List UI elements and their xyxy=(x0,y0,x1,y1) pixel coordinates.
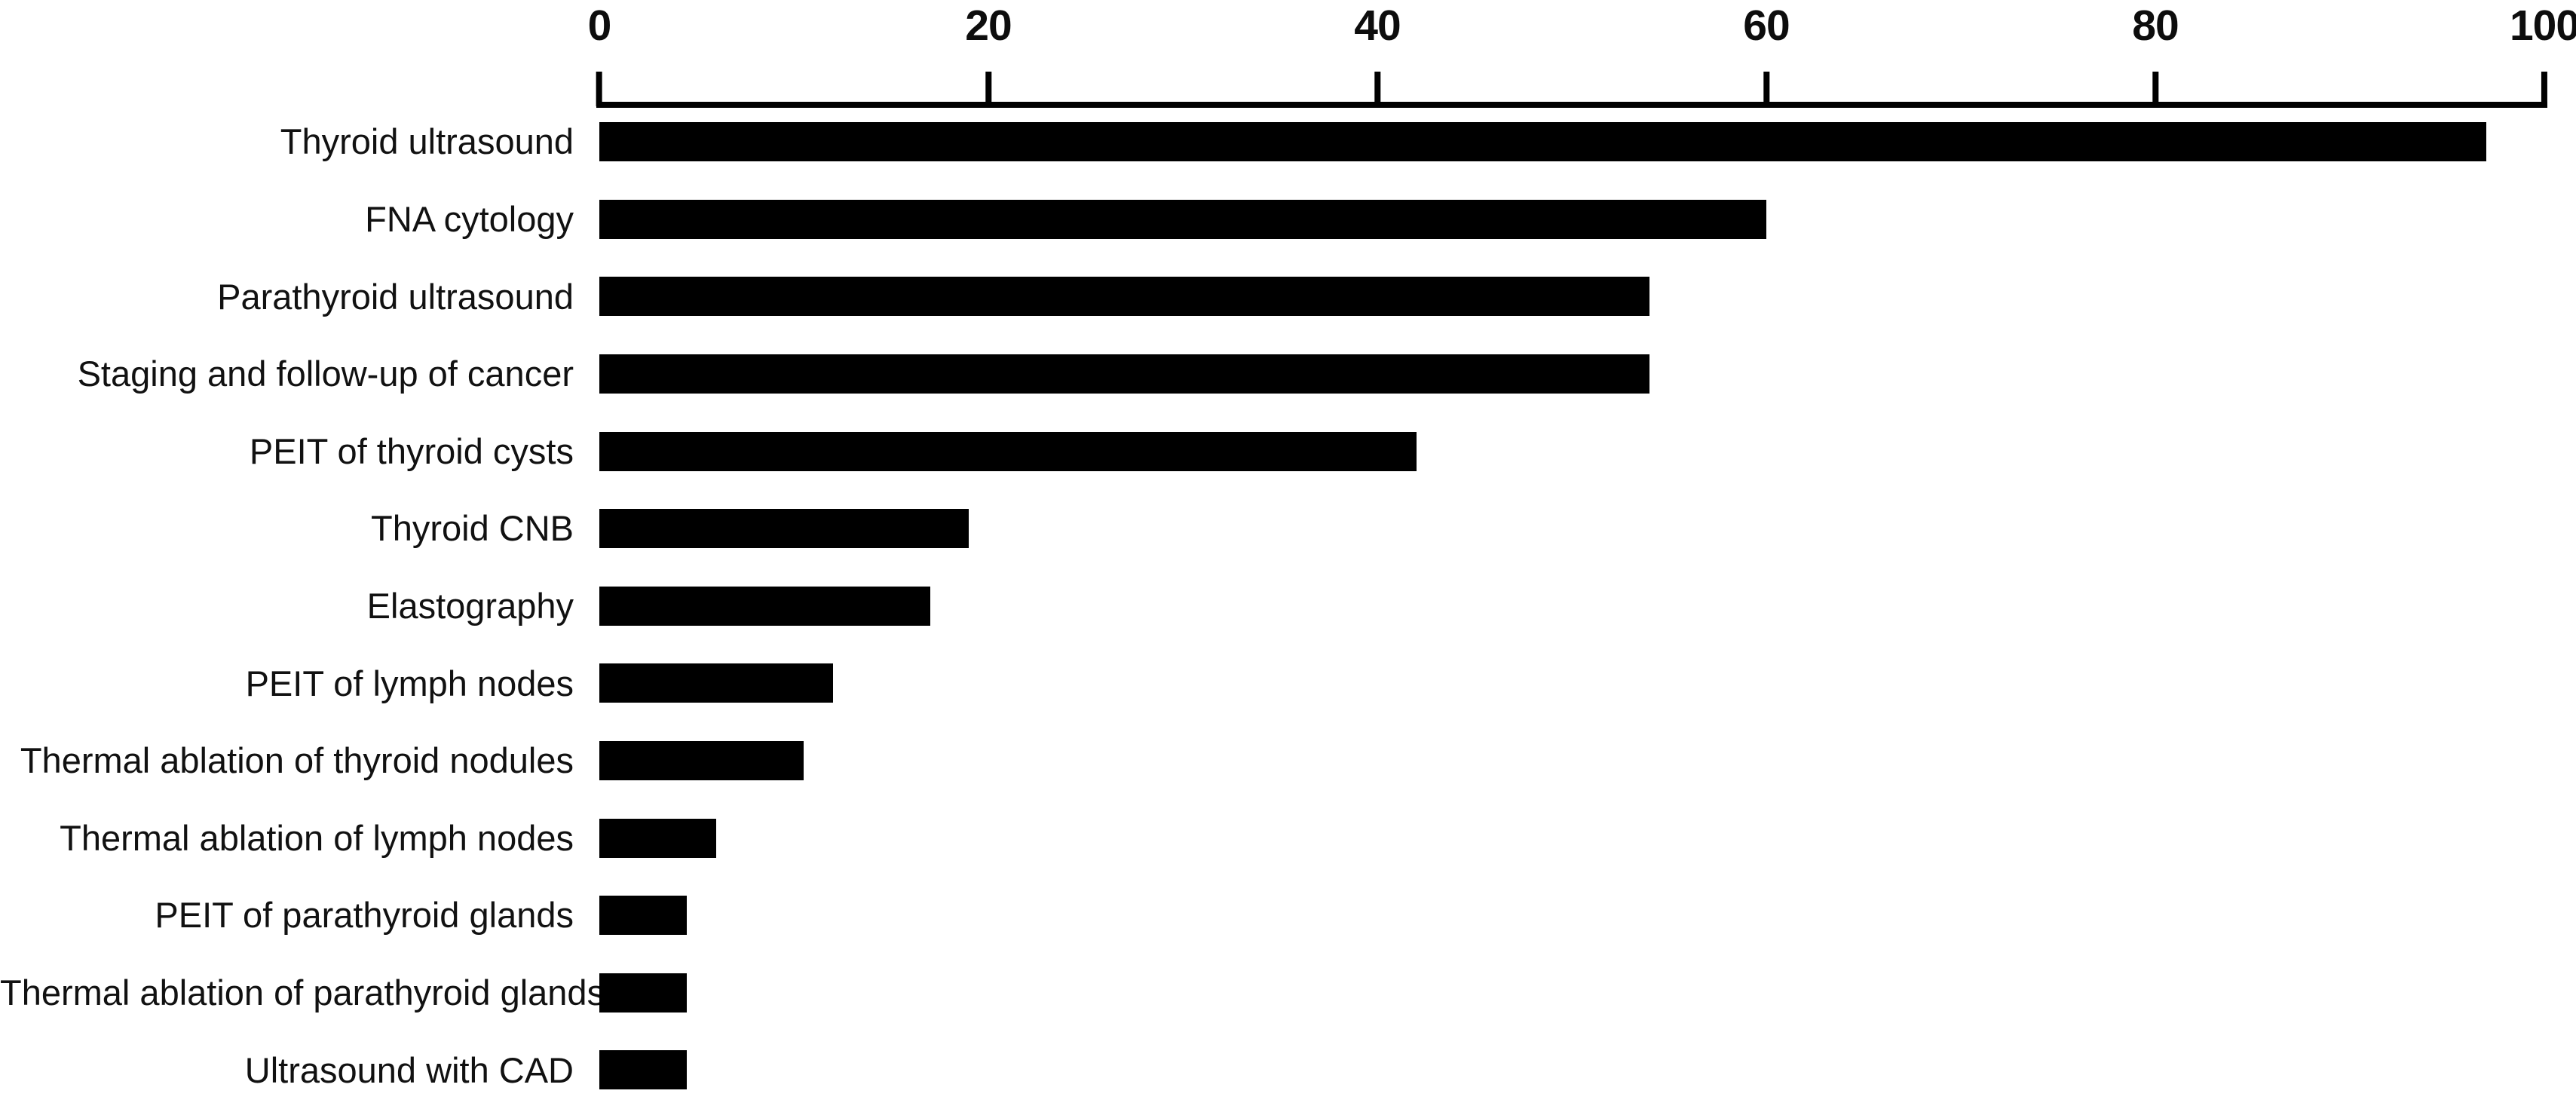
chart-row: Staging and follow-up of cancer xyxy=(0,335,2576,413)
category-label: Thermal ablation of lymph nodes xyxy=(60,817,574,858)
bar xyxy=(599,663,833,703)
x-axis-tick-mark xyxy=(2541,72,2547,106)
x-axis-tick-label: 40 xyxy=(1354,2,1401,50)
x-axis-tick-mark xyxy=(1374,72,1380,106)
bar-area xyxy=(599,799,2544,877)
x-axis-tick: 40 xyxy=(1354,0,1401,106)
bar xyxy=(599,896,688,936)
category-label: Staging and follow-up of cancer xyxy=(77,354,574,394)
x-axis-tick: 20 xyxy=(965,0,1012,106)
chart-row: Thermal ablation of parathyroid glands xyxy=(0,954,2576,1032)
bar-area xyxy=(599,722,2544,800)
x-axis-tick-label: 20 xyxy=(965,2,1012,50)
category-label: Parathyroid ultrasound xyxy=(217,276,574,317)
chart-row: PEIT of thyroid cysts xyxy=(0,412,2576,490)
bar xyxy=(599,509,969,549)
chart-row: PEIT of parathyroid glands xyxy=(0,877,2576,954)
category-label: Thyroid CNB xyxy=(370,508,574,549)
bar xyxy=(599,122,2486,162)
bar-area xyxy=(599,412,2544,490)
category-label: FNA cytology xyxy=(365,199,574,240)
bar-area xyxy=(599,645,2544,722)
x-axis-tick-mark xyxy=(1763,72,1769,106)
bar xyxy=(599,973,688,1012)
x-axis-tick-label: 60 xyxy=(1743,2,1790,50)
bar-area xyxy=(599,335,2544,413)
bar xyxy=(599,1050,688,1090)
bar xyxy=(599,741,804,781)
bar xyxy=(599,354,1650,394)
x-axis-tick: 0 xyxy=(588,0,611,106)
x-axis-tick: 60 xyxy=(1743,0,1790,106)
x-axis-tick-label: 80 xyxy=(2132,2,2179,50)
bar-area xyxy=(599,1031,2544,1109)
bar-area xyxy=(599,103,2544,181)
category-label: Thyroid ultrasound xyxy=(280,121,574,162)
chart-row: Thyroid ultrasound xyxy=(0,103,2576,181)
chart-row: Thermal ablation of lymph nodes xyxy=(0,799,2576,877)
x-axis-tick: 80 xyxy=(2132,0,2179,106)
category-label: PEIT of lymph nodes xyxy=(245,663,574,703)
chart-row: Elastography xyxy=(0,568,2576,645)
bar xyxy=(599,199,1766,239)
x-axis-tick: 100 xyxy=(2510,0,2576,106)
x-axis-tick-mark xyxy=(985,72,991,106)
x-axis-tick-label: 100 xyxy=(2509,2,2576,50)
chart-rows: Thyroid ultrasound FNA cytology Parathyr… xyxy=(0,103,2576,1109)
bar-area xyxy=(599,954,2544,1032)
x-axis-line xyxy=(596,102,2547,108)
x-axis-tick-mark xyxy=(596,72,602,106)
bar-area xyxy=(599,568,2544,645)
category-label: Thermal ablation of thyroid nodules xyxy=(20,740,574,781)
category-label: PEIT of parathyroid glands xyxy=(155,895,574,936)
chart-row: Ultrasound with CAD xyxy=(0,1031,2576,1109)
bar-area xyxy=(599,258,2544,335)
category-label: Elastography xyxy=(366,586,574,626)
bar-area xyxy=(599,490,2544,568)
bar xyxy=(599,586,930,626)
bar xyxy=(599,277,1650,317)
chart-row: PEIT of lymph nodes xyxy=(0,645,2576,722)
x-axis: 0 20 40 60 80 100 xyxy=(0,0,2576,109)
category-label: Thermal ablation of parathyroid glands xyxy=(0,972,605,1012)
x-axis-tick-mark xyxy=(2152,72,2158,106)
bar-area xyxy=(599,877,2544,954)
chart-row: FNA cytology xyxy=(0,181,2576,259)
category-label: PEIT of thyroid cysts xyxy=(249,430,574,471)
bar-area xyxy=(599,181,2544,259)
bar xyxy=(599,818,716,858)
category-label: Ultrasound with CAD xyxy=(244,1049,574,1090)
chart-row: Thyroid CNB xyxy=(0,490,2576,568)
chart-row: Thermal ablation of thyroid nodules xyxy=(0,722,2576,800)
bar xyxy=(599,431,1417,471)
x-axis-tick-label: 0 xyxy=(587,2,612,50)
chart-row: Parathyroid ultrasound xyxy=(0,258,2576,335)
